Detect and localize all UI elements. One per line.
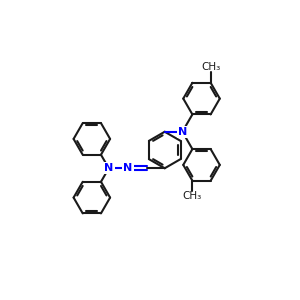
Text: CH₃: CH₃ (201, 62, 220, 72)
Text: N: N (178, 127, 187, 137)
Text: CH₃: CH₃ (183, 191, 202, 201)
Text: N: N (123, 163, 133, 173)
Text: N: N (104, 163, 113, 173)
